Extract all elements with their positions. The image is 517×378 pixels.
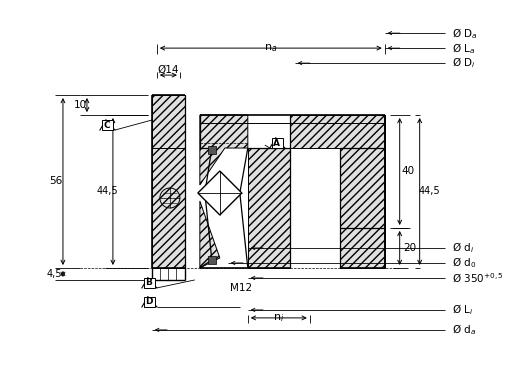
Bar	[102, 120, 113, 130]
Text: Ø14: Ø14	[157, 65, 178, 75]
Bar	[144, 297, 155, 307]
Text: Ø 350$^{+0,5}$: Ø 350$^{+0,5}$	[452, 271, 504, 285]
Polygon shape	[200, 201, 220, 268]
Text: Ø D$_a$: Ø D$_a$	[452, 26, 477, 40]
Text: Ø D$_i$: Ø D$_i$	[452, 56, 475, 70]
Text: 10: 10	[73, 100, 86, 110]
Polygon shape	[248, 148, 290, 268]
Polygon shape	[340, 228, 385, 268]
Text: 20: 20	[403, 243, 416, 253]
Text: Ø L$_a$: Ø L$_a$	[452, 41, 475, 56]
Text: n$_i$: n$_i$	[273, 312, 284, 324]
Text: 4,5: 4,5	[46, 269, 62, 279]
Text: Ø d$_0$: Ø d$_0$	[452, 256, 476, 270]
Text: D: D	[145, 297, 153, 307]
Text: 40: 40	[401, 166, 414, 176]
Bar	[272, 138, 283, 148]
Bar	[208, 146, 216, 154]
Bar	[144, 278, 155, 288]
Text: M12: M12	[230, 283, 252, 293]
Text: 44,5: 44,5	[419, 186, 440, 196]
Text: Ø d$_i$: Ø d$_i$	[452, 240, 474, 256]
Polygon shape	[152, 95, 185, 148]
Text: n$_a$: n$_a$	[264, 42, 278, 54]
Text: Ø d$_a$: Ø d$_a$	[452, 322, 476, 337]
Text: C: C	[103, 121, 110, 130]
Polygon shape	[198, 171, 242, 215]
Polygon shape	[200, 115, 248, 185]
Polygon shape	[290, 115, 385, 228]
Text: 56: 56	[49, 176, 63, 186]
Text: 44,5: 44,5	[96, 186, 118, 196]
Text: B: B	[145, 279, 153, 287]
Polygon shape	[152, 148, 185, 268]
Text: Ø L$_i$: Ø L$_i$	[452, 302, 473, 317]
Bar	[208, 256, 216, 264]
Text: A: A	[273, 138, 280, 147]
